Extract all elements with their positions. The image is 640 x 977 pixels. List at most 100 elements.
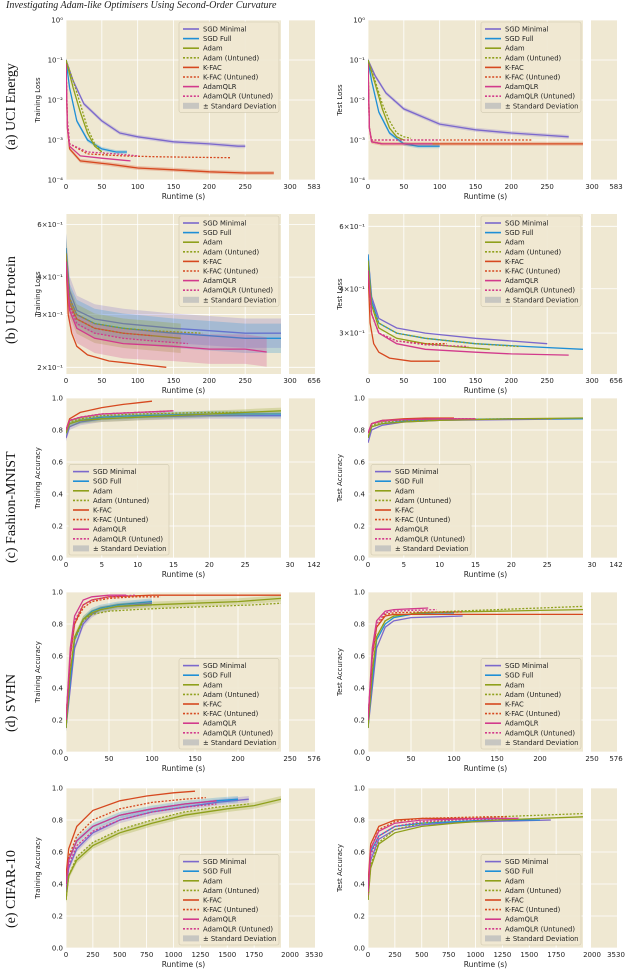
y-axis-label: Test Accuracy: [336, 454, 344, 503]
x-tick-label: 300: [585, 377, 598, 385]
series-line: [66, 59, 246, 147]
y-tick-label: 0.0: [354, 749, 365, 757]
x-axis-label: Runtime (s): [464, 764, 508, 773]
y-axis-label: Training Accuracy: [34, 837, 42, 900]
x-tick-label: 200: [231, 755, 244, 763]
legend-swatch: [485, 102, 501, 109]
series-line: [66, 400, 153, 431]
legend-label: ± Standard Deviation: [395, 545, 468, 553]
x-axis-label: Runtime (s): [464, 192, 508, 201]
y-tick-label: 1.0: [354, 395, 365, 403]
legend-label: K-FAC: [505, 64, 524, 72]
y-tick-label: 0.8: [52, 427, 63, 435]
legend-label: K-FAC: [203, 258, 222, 266]
x-tick-label: 250: [585, 755, 598, 763]
x-tick-label: 100: [131, 377, 144, 385]
x-axis-label: Runtime (s): [162, 192, 206, 201]
x-tick-label: 50: [97, 377, 106, 385]
x-tick-label: 200: [505, 377, 518, 385]
row-label: (d) SVHN: [4, 674, 19, 732]
series-line: [368, 418, 469, 434]
series-line: [368, 613, 583, 721]
x-tick-label: 50: [407, 755, 416, 763]
x-tick-label: 250: [540, 183, 553, 191]
x-tick-label: 250: [388, 951, 401, 959]
series-line: [368, 816, 583, 901]
legend-label: K-FAC: [505, 897, 524, 905]
legend-label: SGD Minimal: [505, 662, 549, 670]
y-tick-label: 0.4: [354, 491, 366, 499]
chart-panel: 3×10⁻¹ 4×10⁻¹ 6×10⁻¹ 0 50 100 150 200 250 300 656 R…: [336, 214, 623, 395]
std-band: [66, 796, 238, 888]
std-band: [66, 410, 281, 437]
series-line: [368, 607, 429, 721]
y-tick-label: 10⁻⁴: [350, 177, 366, 185]
legend-label: SGD Full: [505, 229, 534, 237]
legend-label: AdamQLR (Untuned): [395, 535, 465, 543]
row-label: (b) UCI Protein: [4, 256, 19, 344]
legend-label: Adam: [505, 877, 525, 885]
series-group: [66, 594, 281, 732]
legend-label: ± Standard Deviation: [203, 296, 276, 304]
x-tick-label: 0: [64, 951, 68, 959]
x-tick-label: 200: [533, 755, 546, 763]
x-tick-label: 300: [585, 183, 598, 191]
plot-area-break: [591, 788, 617, 948]
x-tick-label: 142: [609, 561, 622, 569]
legend-swatch: [375, 545, 391, 552]
y-tick-label: 10⁻³: [48, 137, 64, 145]
legend-label: K-FAC (Untuned): [203, 74, 259, 82]
y-tick-label: 10⁰: [353, 17, 365, 25]
series-line: [66, 261, 167, 368]
legend-label: Adam (Untuned): [203, 248, 260, 256]
x-tick-label: 150: [469, 377, 482, 385]
series-line: [368, 59, 412, 139]
y-tick-label: 0.8: [354, 817, 365, 825]
x-tick-label: 300: [283, 377, 296, 385]
plot-area-break: [591, 592, 617, 752]
x-tick-label: 1500: [218, 951, 236, 959]
legend-label: AdamQLR (Untuned): [93, 535, 163, 543]
legend-box: [178, 658, 280, 750]
legend-swatch: [183, 739, 199, 746]
legend-swatch: [485, 296, 501, 303]
legend-label: ± Standard Deviation: [203, 102, 276, 110]
x-tick-label: 50: [399, 377, 408, 385]
legend-label: K-FAC: [203, 701, 222, 709]
x-tick-label: 10: [435, 561, 444, 569]
x-tick-label: 15: [471, 561, 480, 569]
std-band: [66, 61, 274, 175]
x-tick-label: 1500: [520, 951, 538, 959]
series-group: [66, 58, 274, 175]
legend-label: ± Standard Deviation: [203, 739, 276, 747]
y-axis-label: Training Accuracy: [34, 447, 42, 510]
legend-label: ± Standard Deviation: [93, 545, 166, 553]
y-tick-label: 0.6: [354, 653, 366, 661]
row-label: (a) UCI Energy: [4, 63, 19, 150]
legend-label: Adam: [93, 487, 113, 495]
series-line: [368, 254, 548, 345]
x-tick-label: 0: [64, 755, 68, 763]
legend-label: AdamQLR: [93, 526, 127, 534]
y-tick-label: 0.4: [354, 881, 366, 889]
chart-panel: 0.0 0.2 0.4 0.6 0.8 1.0 0 50 100 150 200 250 576 Runt…: [34, 589, 321, 774]
x-tick-label: 20: [205, 561, 214, 569]
legend-label: SGD Minimal: [505, 858, 549, 866]
legend-label: K-FAC (Untuned): [505, 74, 561, 82]
series-line: [66, 803, 249, 901]
series-line: [368, 812, 583, 901]
legend-label: Adam: [505, 45, 525, 53]
legend-box: [480, 21, 582, 113]
y-tick-label: 0.6: [52, 849, 64, 857]
x-tick-label: 250: [238, 183, 251, 191]
series-group: [66, 790, 281, 904]
x-tick-label: 583: [609, 183, 622, 191]
y-axis-label: Training Accuracy: [34, 641, 42, 704]
y-tick-label: 0.4: [354, 685, 366, 693]
series-group: [66, 400, 281, 442]
series-line: [66, 59, 103, 153]
y-tick-label: 0.4: [52, 491, 64, 499]
x-tick-label: 1000: [165, 951, 183, 959]
